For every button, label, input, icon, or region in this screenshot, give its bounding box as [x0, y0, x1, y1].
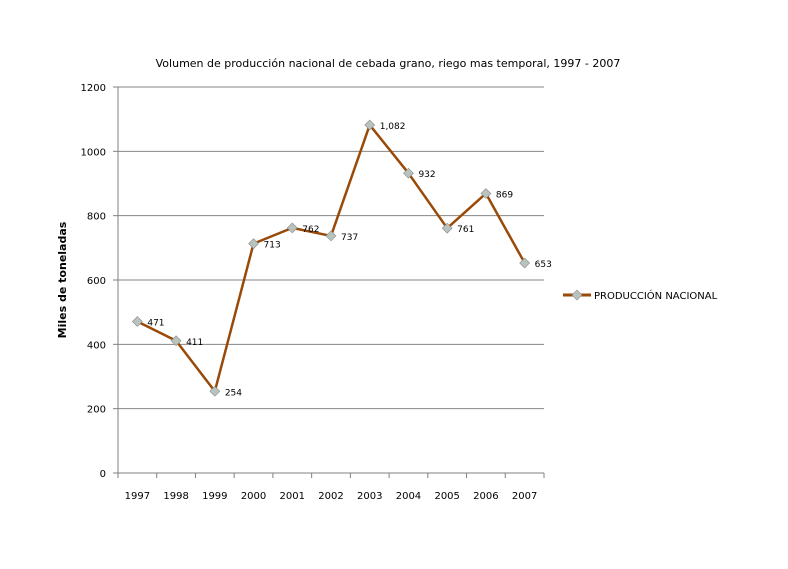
data-label: 411: [186, 338, 203, 348]
x-tick-label: 1997: [125, 491, 150, 502]
data-label: 713: [264, 241, 281, 251]
data-label: 932: [418, 170, 435, 180]
y-tick-label: 1200: [81, 83, 106, 94]
x-tick-label: 2001: [280, 491, 305, 502]
data-point-marker: [519, 257, 531, 269]
data-point-marker: [131, 316, 143, 327]
chart-title: Volumen de producción nacional de cebada…: [156, 57, 621, 70]
x-tick-label: 1998: [163, 491, 188, 502]
legend: PRODUCCIÓN NACIONAL: [563, 289, 718, 302]
y-tick-label: 400: [87, 340, 106, 351]
y-tick-label: 0: [100, 469, 106, 480]
data-label: 737: [341, 233, 358, 243]
x-tick-label: 2004: [396, 491, 421, 502]
x-tick-label: 1999: [202, 491, 227, 502]
data-point-marker: [441, 222, 453, 234]
data-label: 653: [535, 260, 552, 270]
data-point-marker: [364, 119, 376, 131]
y-axis-label: Miles de toneladas: [56, 221, 69, 338]
data-label: 762: [302, 225, 319, 235]
y-tick-label: 600: [87, 276, 106, 287]
data-point-marker: [286, 222, 298, 234]
x-axis-ticks: 1997 1998 1999 2000 2001 2002 2003 2004 2005 2006…: [117, 473, 545, 502]
gridlines: [118, 86, 544, 410]
legend-marker: [571, 289, 583, 301]
x-tick-label: 2002: [318, 491, 343, 502]
y-tick-label: 200: [87, 405, 106, 416]
series-group: 471 411 254 713 762 737 1,082 932 761 869 653: [131, 119, 552, 398]
x-tick-label: 2007: [512, 491, 537, 502]
series-line: [136, 123, 526, 393]
data-label: 869: [496, 190, 513, 200]
x-tick-label: 2003: [357, 491, 382, 502]
legend-label: PRODUCCIÓN NACIONAL: [594, 289, 718, 302]
data-label: 761: [457, 225, 474, 235]
y-tick-label: 800: [87, 212, 106, 223]
x-tick-label: 2000: [241, 491, 266, 502]
y-tick-label: 1000: [81, 147, 106, 158]
x-tick-label: 2006: [473, 491, 498, 502]
data-label: 471: [147, 318, 164, 328]
x-tick-label: 2005: [434, 491, 459, 502]
data-point-marker: [209, 385, 221, 397]
data-point-marker: [248, 238, 259, 250]
data-point-marker: [170, 335, 182, 347]
data-point-marker: [403, 167, 414, 179]
data-label: 254: [225, 388, 242, 398]
data-label: 1,082: [380, 122, 406, 132]
data-point-marker: [480, 188, 492, 199]
y-axis-ticks: 0 200 400 600 800 1000 1200: [81, 83, 118, 480]
data-point-marker: [325, 230, 337, 242]
